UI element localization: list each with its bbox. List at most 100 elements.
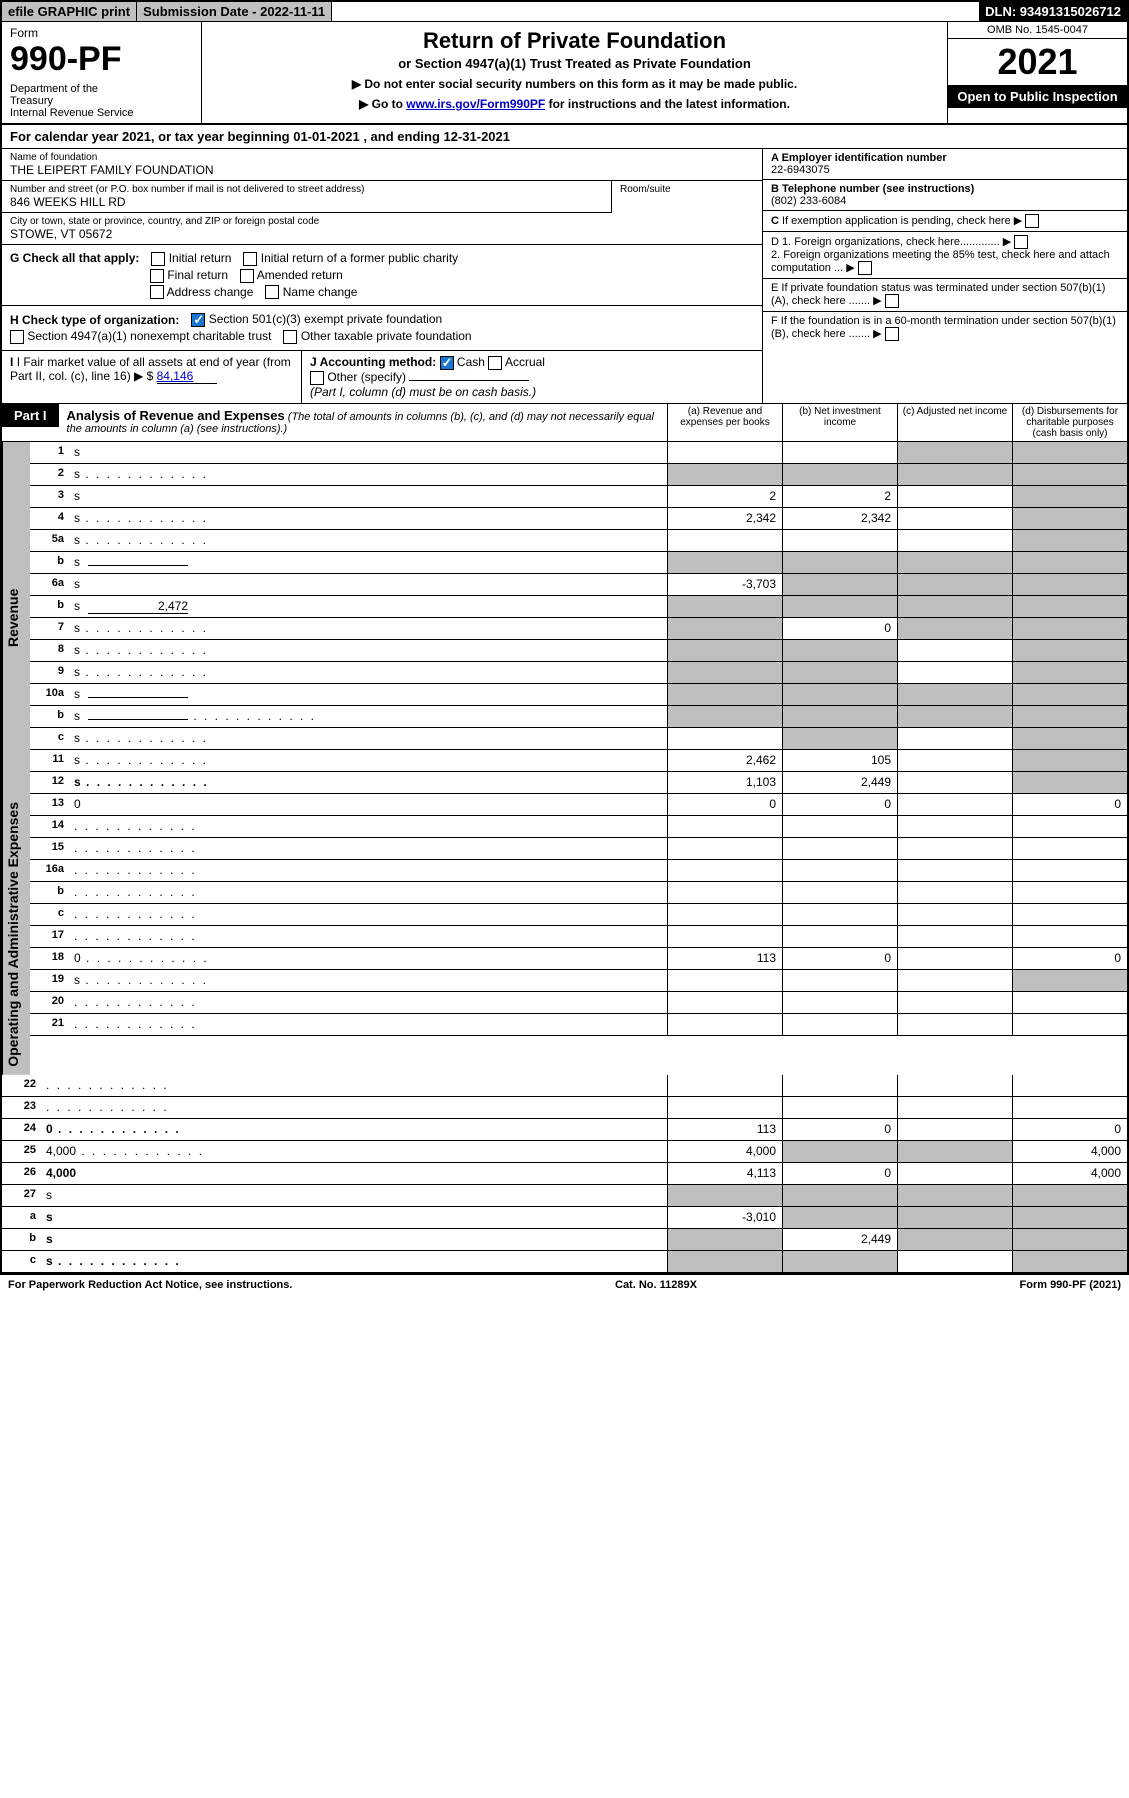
col-a	[667, 838, 782, 859]
line-description: 4,000	[42, 1141, 667, 1162]
page-footer: For Paperwork Reduction Act Notice, see …	[0, 1275, 1129, 1295]
col-a	[667, 1251, 782, 1272]
col-c	[897, 882, 1012, 903]
col-a	[667, 970, 782, 991]
col-d	[1012, 1251, 1127, 1272]
c-label: If exemption application is pending, che…	[782, 215, 1011, 227]
c-checkbox[interactable]	[1025, 214, 1039, 228]
accrual-checkbox[interactable]	[488, 356, 502, 370]
col-c	[897, 904, 1012, 925]
col-d	[1012, 926, 1127, 947]
form-ref: Form 990-PF (2021)	[1020, 1279, 1122, 1291]
col-b: 0	[782, 618, 897, 639]
f-checkbox[interactable]	[885, 327, 899, 341]
col-b	[782, 860, 897, 881]
calendar-year-row: For calendar year 2021, or tax year begi…	[2, 125, 1127, 149]
section-h: H Check type of organization: Section 50…	[2, 306, 762, 351]
line-number: 10a	[30, 684, 70, 705]
table-row: 9s	[30, 662, 1127, 684]
line-number: 1	[30, 442, 70, 463]
catalog-number: Cat. No. 11289X	[615, 1279, 697, 1291]
col-b	[782, 706, 897, 727]
form-title: Return of Private Foundation	[208, 28, 941, 54]
col-a	[667, 1185, 782, 1206]
col-c	[897, 574, 1012, 595]
h-label: H Check type of organization:	[10, 313, 179, 327]
table-row: 19s	[30, 970, 1127, 992]
line-description: s	[42, 1185, 667, 1206]
line-description	[70, 882, 667, 903]
col-a: 1,103	[667, 772, 782, 793]
line-number: b	[30, 552, 70, 573]
501c3-checkbox[interactable]	[191, 313, 205, 327]
table-row: 17	[30, 926, 1127, 948]
col-c-header: (c) Adjusted net income	[897, 404, 1012, 441]
line-number: b	[30, 706, 70, 727]
table-row: 12s1,1032,449	[30, 772, 1127, 794]
col-c	[897, 948, 1012, 969]
col-a: 2,462	[667, 750, 782, 771]
4947-checkbox[interactable]	[10, 330, 24, 344]
line-description: s	[70, 574, 667, 595]
d2-checkbox[interactable]	[858, 261, 872, 275]
f-label: F If the foundation is in a 60-month ter…	[771, 315, 1116, 340]
col-a	[667, 992, 782, 1013]
line-number: c	[2, 1251, 42, 1272]
table-row: 4s2,3422,342	[30, 508, 1127, 530]
line-description: s	[70, 772, 667, 793]
col-a	[667, 1075, 782, 1096]
line-number: a	[2, 1207, 42, 1228]
line-description	[70, 1014, 667, 1035]
e-checkbox[interactable]	[885, 294, 899, 308]
name-change-checkbox[interactable]	[265, 285, 279, 299]
d1-label: D 1. Foreign organizations, check here..…	[771, 236, 1000, 248]
inspection-label: Open to Public Inspection	[948, 85, 1127, 108]
final-return-checkbox[interactable]	[150, 269, 164, 283]
part1-title: Analysis of Revenue and Expenses	[67, 408, 285, 423]
line-number: 5a	[30, 530, 70, 551]
line-description: s	[70, 486, 667, 507]
other-method-checkbox[interactable]	[310, 371, 324, 385]
fmv-link[interactable]: 84,146	[157, 369, 217, 384]
col-c	[897, 926, 1012, 947]
table-row: cs	[2, 1251, 1127, 1273]
col-c	[897, 1229, 1012, 1250]
col-d	[1012, 662, 1127, 683]
address-change-checkbox[interactable]	[150, 285, 164, 299]
initial-former-checkbox[interactable]	[243, 252, 257, 266]
table-row: bs	[30, 706, 1127, 728]
line-description	[70, 860, 667, 881]
other-taxable-checkbox[interactable]	[283, 330, 297, 344]
col-d	[1012, 860, 1127, 881]
amended-return-checkbox[interactable]	[240, 269, 254, 283]
col-d	[1012, 728, 1127, 749]
col-b	[782, 1075, 897, 1096]
col-c	[897, 442, 1012, 463]
col-a: -3,703	[667, 574, 782, 595]
col-b	[782, 552, 897, 573]
col-c	[897, 1119, 1012, 1140]
line-description: s	[70, 508, 667, 529]
table-row: 7s0	[30, 618, 1127, 640]
line-number: 23	[2, 1097, 42, 1118]
addr-label: Number and street (or P.O. box number if…	[10, 184, 603, 195]
line-number: 22	[2, 1075, 42, 1096]
cash-checkbox[interactable]	[440, 356, 454, 370]
col-d	[1012, 1229, 1127, 1250]
col-a	[667, 530, 782, 551]
paperwork-notice: For Paperwork Reduction Act Notice, see …	[8, 1279, 292, 1291]
col-d	[1012, 970, 1127, 991]
col-a: 4,113	[667, 1163, 782, 1184]
city-value: STOWE, VT 05672	[10, 227, 754, 241]
irs-link[interactable]: www.irs.gov/Form990PF	[406, 97, 545, 111]
col-a: -3,010	[667, 1207, 782, 1228]
d1-checkbox[interactable]	[1014, 235, 1028, 249]
line-number: 12	[30, 772, 70, 793]
efile-label[interactable]: efile GRAPHIC print	[2, 2, 137, 21]
col-b	[782, 662, 897, 683]
col-b: 2,449	[782, 1229, 897, 1250]
initial-return-checkbox[interactable]	[151, 252, 165, 266]
col-b: 0	[782, 948, 897, 969]
revenue-label: Revenue	[2, 442, 30, 794]
col-c	[897, 640, 1012, 661]
